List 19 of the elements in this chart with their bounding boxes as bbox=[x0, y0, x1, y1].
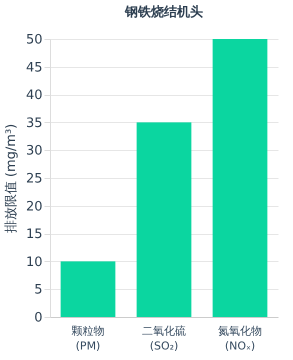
bar bbox=[136, 122, 192, 317]
y-tick-label: 40 bbox=[26, 88, 42, 104]
y-tick-label: 0 bbox=[34, 310, 42, 326]
y-tick-label: 10 bbox=[26, 254, 42, 270]
bar bbox=[60, 261, 116, 317]
y-tick-label: 5 bbox=[34, 282, 42, 298]
y-tick-label: 15 bbox=[26, 227, 42, 242]
y-tick-label: 20 bbox=[26, 199, 42, 214]
x-tick-label: 颗粒物 (PM) bbox=[72, 324, 104, 352]
y-tick-label: 35 bbox=[26, 116, 42, 131]
y-tick-label: 25 bbox=[26, 172, 42, 186]
x-tick-label: 氮氧化物 (NOₓ) bbox=[218, 324, 262, 352]
x-tick-label: 二氧化硫 (SO₂) bbox=[142, 324, 186, 352]
y-tick-label: 50 bbox=[26, 32, 42, 48]
y-tick-label: 30 bbox=[26, 144, 42, 159]
y-axis-title: 排放限值 (mg/m³) bbox=[4, 124, 19, 234]
bar bbox=[212, 39, 268, 317]
y-tick-label: 45 bbox=[26, 60, 42, 76]
chart-title: 钢铁烧结机头 bbox=[124, 5, 203, 20]
